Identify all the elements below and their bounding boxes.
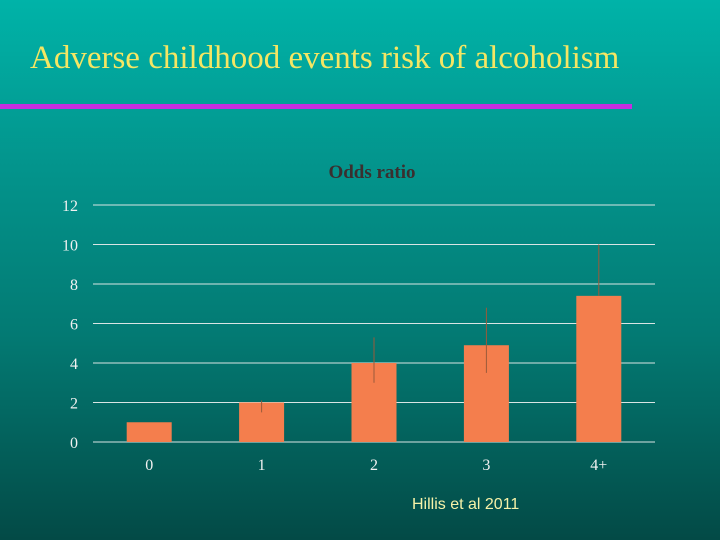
y-tick-label-8: 8 bbox=[70, 277, 78, 294]
error-bars bbox=[261, 244, 600, 413]
y-tick-label-12: 12 bbox=[62, 198, 78, 215]
y-tick-label-2: 2 bbox=[70, 396, 78, 413]
bar-0 bbox=[126, 422, 172, 442]
x-tick-label-3: 3 bbox=[482, 457, 490, 474]
x-axis-tick-labels: 0 1 2 3 4+ bbox=[145, 457, 607, 474]
y-tick-label-0: 0 bbox=[70, 435, 78, 452]
x-tick-label-1: 1 bbox=[258, 457, 266, 474]
x-tick-label-4+: 4+ bbox=[590, 457, 607, 474]
bars bbox=[126, 295, 622, 442]
x-tick-label-2: 2 bbox=[370, 457, 378, 474]
y-tick-label-10: 10 bbox=[62, 238, 78, 255]
title-underline bbox=[0, 104, 632, 109]
citation: Hillis et al 2011 bbox=[412, 496, 520, 513]
bar-4+ bbox=[576, 295, 622, 442]
y-axis-tick-labels: 0 2 4 6 8 10 12 bbox=[62, 198, 78, 452]
gridlines bbox=[93, 204, 655, 443]
y-tick-label-4: 4 bbox=[70, 356, 78, 373]
x-tick-label-0: 0 bbox=[145, 457, 153, 474]
chart-title: Odds ratio bbox=[328, 162, 415, 183]
slide-title: Adverse childhood events risk of alcohol… bbox=[30, 40, 620, 76]
y-tick-label-6: 6 bbox=[70, 317, 78, 334]
